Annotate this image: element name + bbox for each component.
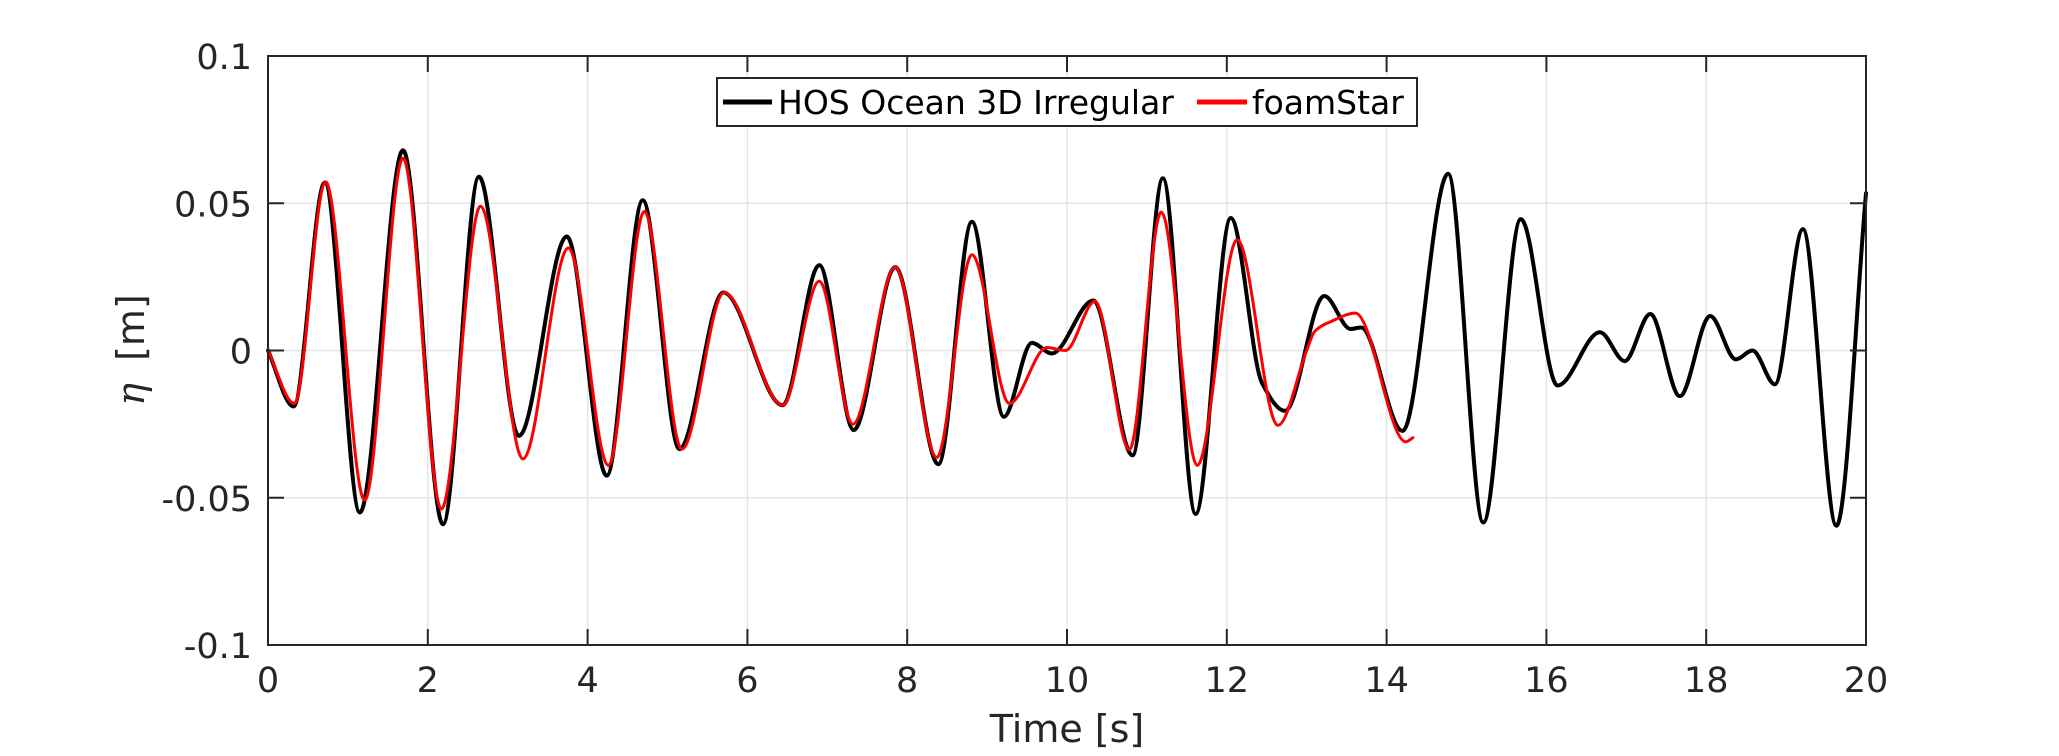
- y-tick-label: -0.1: [184, 627, 252, 667]
- axis-ticks: [267, 55, 1867, 646]
- legend-label-hos: HOS Ocean 3D Irregular: [778, 83, 1174, 122]
- y-tick-label: 0.05: [174, 185, 252, 225]
- legend-label-foamstar: foamStar: [1252, 83, 1404, 122]
- y-tick-labels: -0.1 -0.05 0 0.05 0.1: [161, 38, 252, 667]
- x-tick-labels: 0 2 4 6 8 10 12 14 16 18 20: [257, 661, 1888, 701]
- x-tick-label: 4: [576, 661, 598, 701]
- x-tick-label: 10: [1045, 661, 1090, 701]
- y-axis-label: η [m]: [109, 294, 153, 406]
- legend: HOS Ocean 3D Irregular foamStar: [716, 77, 1418, 127]
- x-tick-label: 16: [1524, 661, 1569, 701]
- x-tick-label: 14: [1364, 661, 1409, 701]
- data-series: [266, 148, 1868, 528]
- x-tick-label: 8: [896, 661, 918, 701]
- y-axis-label-symbol: η: [109, 383, 153, 406]
- x-tick-label: 6: [736, 661, 758, 701]
- legend-box: [716, 77, 1418, 127]
- series-line-foamstar: [266, 156, 1415, 511]
- y-axis-label-unit: [m]: [109, 294, 153, 361]
- x-tick-label: 12: [1205, 661, 1250, 701]
- x-tick-label: 20: [1844, 661, 1889, 701]
- x-tick-label: 0: [257, 661, 279, 701]
- y-tick-label: 0.1: [196, 38, 252, 78]
- x-axis-label: Time [s]: [989, 707, 1145, 751]
- x-tick-label: 2: [417, 661, 439, 701]
- y-tick-label: 0: [230, 333, 252, 373]
- x-tick-label: 18: [1684, 661, 1729, 701]
- y-tick-label: -0.05: [161, 480, 252, 520]
